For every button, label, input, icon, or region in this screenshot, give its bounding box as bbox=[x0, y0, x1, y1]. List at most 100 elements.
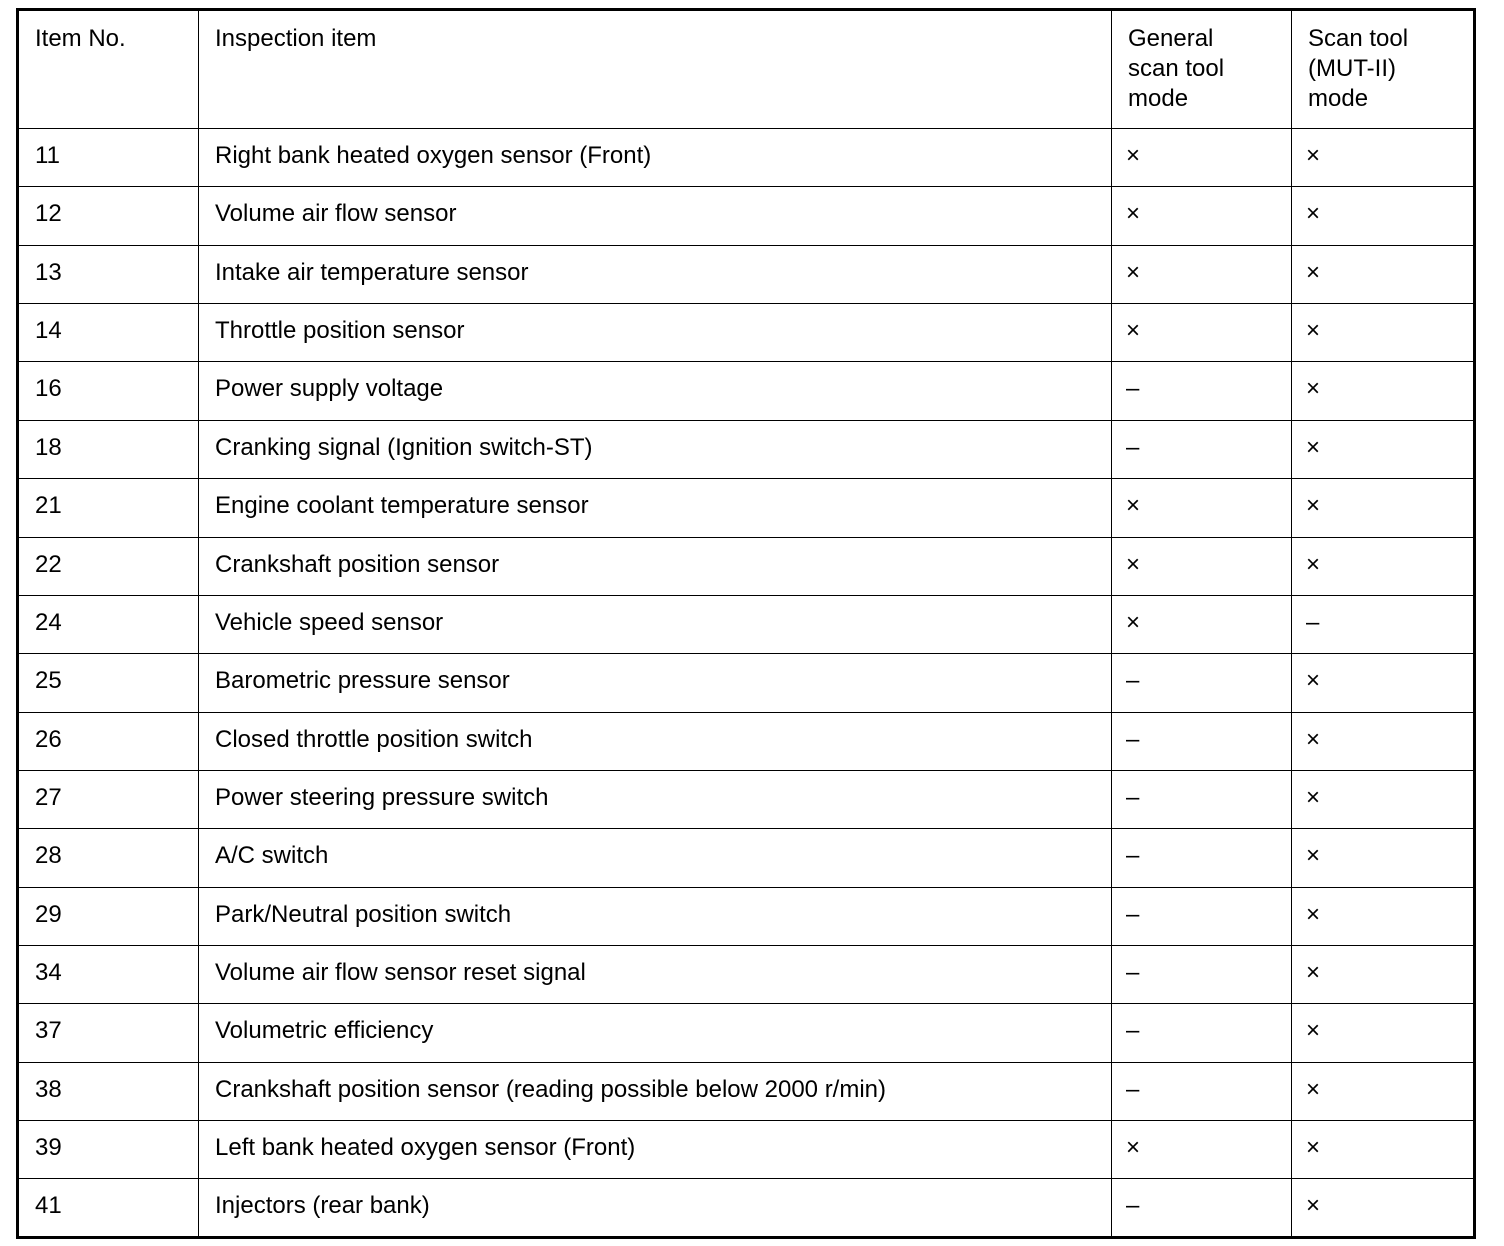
mut-ii-cell: × bbox=[1291, 127, 1475, 188]
header-text: mode bbox=[1308, 85, 1369, 112]
item-number-cell: 11 bbox=[17, 127, 199, 188]
mut-ii-cell: × bbox=[1291, 828, 1475, 888]
general-scan-tool-cell: × bbox=[1111, 1120, 1292, 1180]
inspection-item-cell: Injectors (rear bank) bbox=[198, 1178, 1112, 1238]
header-general-scan-tool-mode: General scan tool mode bbox=[1111, 9, 1292, 129]
item-number-cell: 41 bbox=[17, 1178, 199, 1238]
table-row: 37 Volumetric efficiency – × bbox=[17, 1003, 1475, 1063]
general-scan-tool-cell: × bbox=[1111, 244, 1292, 305]
mut-ii-cell: × bbox=[1291, 186, 1475, 246]
inspection-item-cell: Power supply voltage bbox=[198, 361, 1112, 421]
header-text: scan tool bbox=[1128, 55, 1225, 82]
mut-ii-cell: × bbox=[1291, 769, 1475, 830]
general-scan-tool-cell: × bbox=[1111, 536, 1292, 596]
general-scan-tool-cell: × bbox=[1111, 186, 1292, 246]
item-number-cell: 34 bbox=[17, 945, 199, 1005]
general-scan-tool-cell: × bbox=[1111, 127, 1292, 188]
inspection-item-cell: Crankshaft position sensor bbox=[198, 536, 1112, 596]
mut-ii-cell: × bbox=[1291, 536, 1475, 596]
item-number-cell: 38 bbox=[17, 1061, 199, 1122]
general-scan-tool-cell: – bbox=[1111, 886, 1292, 947]
mut-ii-cell: × bbox=[1291, 1003, 1475, 1063]
mut-ii-cell: × bbox=[1291, 419, 1475, 480]
table-row: 41 Injectors (rear bank) – × bbox=[17, 1178, 1475, 1238]
general-scan-tool-cell: – bbox=[1111, 1061, 1292, 1122]
general-scan-tool-cell: × bbox=[1111, 478, 1292, 538]
inspection-item-cell: Engine coolant temperature sensor bbox=[198, 478, 1112, 538]
inspection-item-cell: Vehicle speed sensor bbox=[198, 594, 1112, 655]
general-scan-tool-cell: – bbox=[1111, 1178, 1292, 1238]
table-row: 13 Intake air temperature sensor × × bbox=[17, 244, 1475, 305]
general-scan-tool-cell: – bbox=[1111, 828, 1292, 888]
inspection-item-cell: Barometric pressure sensor bbox=[198, 653, 1112, 713]
table-row: 27 Power steering pressure switch – × bbox=[17, 769, 1475, 830]
item-number-cell: 37 bbox=[17, 1003, 199, 1063]
header-text: (MUT-II) bbox=[1308, 55, 1396, 82]
general-scan-tool-cell: – bbox=[1111, 419, 1292, 480]
mut-ii-cell: × bbox=[1291, 711, 1475, 771]
general-scan-tool-cell: – bbox=[1111, 361, 1292, 421]
item-number-cell: 16 bbox=[17, 361, 199, 421]
item-number-cell: 13 bbox=[17, 244, 199, 305]
general-scan-tool-cell: – bbox=[1111, 711, 1292, 771]
table-row: 21 Engine coolant temperature sensor × × bbox=[17, 478, 1475, 538]
mut-ii-cell: × bbox=[1291, 945, 1475, 1005]
item-number-cell: 14 bbox=[17, 303, 199, 363]
item-number-cell: 26 bbox=[17, 711, 199, 771]
table-row: 38 Crankshaft position sensor (reading po… bbox=[17, 1061, 1475, 1122]
inspection-item-cell: Crankshaft position sensor (reading poss… bbox=[198, 1061, 1112, 1122]
header-text: mode bbox=[1128, 85, 1189, 112]
general-scan-tool-cell: – bbox=[1111, 1003, 1292, 1063]
mut-ii-cell: × bbox=[1291, 478, 1475, 538]
header-mut-ii-mode: Scan tool (MUT-II) mode bbox=[1291, 9, 1475, 129]
mut-ii-cell: × bbox=[1291, 1178, 1475, 1238]
table-row: 18 Cranking signal (Ignition switch-ST) – × bbox=[17, 419, 1475, 480]
header-text: General bbox=[1128, 25, 1214, 52]
item-number-cell: 29 bbox=[17, 886, 199, 947]
table-row: 39 Left bank heated oxygen sensor (Front)… bbox=[17, 1120, 1475, 1180]
inspection-item-cell: Volume air flow sensor reset signal bbox=[198, 945, 1112, 1005]
table-row: 22 Crankshaft position sensor × × bbox=[17, 536, 1475, 596]
inspection-item-cell: Volumetric efficiency bbox=[198, 1003, 1112, 1063]
table-row: 26 Closed throttle position switch – × bbox=[17, 711, 1475, 771]
header-inspection-item: Inspection item bbox=[198, 9, 1112, 129]
table-row: 16 Power supply voltage – × bbox=[17, 361, 1475, 421]
item-number-cell: 25 bbox=[17, 653, 199, 713]
general-scan-tool-cell: × bbox=[1111, 594, 1292, 655]
mut-ii-cell: × bbox=[1291, 886, 1475, 947]
inspection-item-cell: Throttle position sensor bbox=[198, 303, 1112, 363]
inspection-item-cell: Left bank heated oxygen sensor (Front) bbox=[198, 1120, 1112, 1180]
item-number-cell: 12 bbox=[17, 186, 199, 246]
inspection-item-cell: Intake air temperature sensor bbox=[198, 244, 1112, 305]
mut-ii-cell: × bbox=[1291, 361, 1475, 421]
general-scan-tool-cell: – bbox=[1111, 769, 1292, 830]
header-row: Item No. Inspection item General scan to… bbox=[17, 9, 1475, 129]
mut-ii-cell: × bbox=[1291, 1061, 1475, 1122]
mut-ii-cell: × bbox=[1291, 303, 1475, 363]
item-number-cell: 27 bbox=[17, 769, 199, 830]
inspection-item-cell: Power steering pressure switch bbox=[198, 769, 1112, 830]
inspection-item-cell: A/C switch bbox=[198, 828, 1112, 888]
mut-ii-cell: × bbox=[1291, 244, 1475, 305]
inspection-items-table: Item No. Inspection item General scan to… bbox=[16, 8, 1476, 1239]
item-number-cell: 21 bbox=[17, 478, 199, 538]
general-scan-tool-cell: × bbox=[1111, 303, 1292, 363]
mut-ii-cell: × bbox=[1291, 653, 1475, 713]
item-number-cell: 28 bbox=[17, 828, 199, 888]
table-row: 29 Park/Neutral position switch – × bbox=[17, 886, 1475, 947]
mut-ii-cell: × bbox=[1291, 1120, 1475, 1180]
item-number-cell: 22 bbox=[17, 536, 199, 596]
table-row: 14 Throttle position sensor × × bbox=[17, 303, 1475, 363]
header-text: Scan tool bbox=[1308, 25, 1409, 52]
table-row: 34 Volume air flow sensor reset signal – × bbox=[17, 945, 1475, 1005]
table-row: 11 Right bank heated oxygen sensor (Front… bbox=[17, 127, 1475, 188]
inspection-item-cell: Right bank heated oxygen sensor (Front) bbox=[198, 127, 1112, 188]
header-item-no: Item No. bbox=[17, 9, 199, 129]
item-number-cell: 18 bbox=[17, 419, 199, 480]
inspection-item-cell: Closed throttle position switch bbox=[198, 711, 1112, 771]
table-row: 25 Barometric pressure sensor – × bbox=[17, 653, 1475, 713]
item-number-cell: 39 bbox=[17, 1120, 199, 1180]
table-row: 28 A/C switch – × bbox=[17, 828, 1475, 888]
general-scan-tool-cell: – bbox=[1111, 653, 1292, 713]
inspection-item-cell: Cranking signal (Ignition switch-ST) bbox=[198, 419, 1112, 480]
